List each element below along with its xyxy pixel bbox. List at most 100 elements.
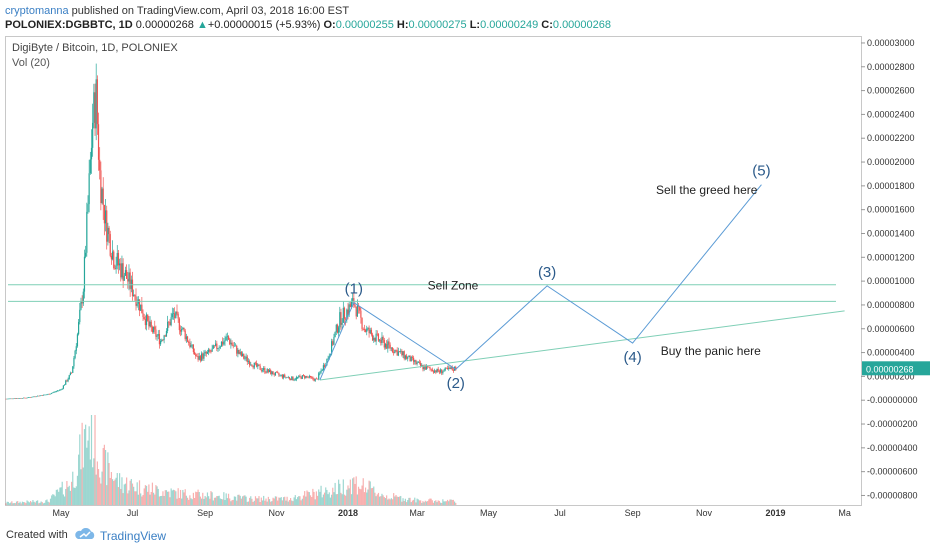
wave-label[interactable]: (4): [623, 349, 641, 366]
volume-bar: [62, 494, 64, 505]
trendline[interactable]: [319, 310, 845, 381]
candle-body: [437, 368, 439, 372]
wave-label[interactable]: (3): [538, 264, 556, 281]
volume-bar: [104, 449, 107, 505]
volume-bar: [211, 492, 213, 505]
price-axis[interactable]: 0.00003000 0.00002800 0.00002600 0.00002400…: [861, 38, 930, 501]
candle-body: [63, 384, 66, 386]
candle-body: [167, 321, 169, 331]
volume-bar: [46, 499, 48, 505]
price-chart[interactable]: (1) (2) (3) (4) (5) Sell Zone Sell the greed …: [0, 0, 932, 520]
candle-body: [443, 370, 445, 372]
volume-bar: [68, 485, 70, 505]
candle-body: [102, 188, 104, 205]
volume-bar: [298, 496, 300, 505]
volume-bar: [305, 496, 307, 505]
candle-body: [369, 329, 371, 334]
price-axis-label: -0.00000600: [867, 467, 918, 477]
tradingview-brand[interactable]: TradingView: [100, 529, 167, 543]
wave-label[interactable]: (2): [447, 375, 465, 392]
candle-body: [37, 395, 39, 397]
volume-bar: [354, 483, 356, 505]
volume-bar: [280, 497, 282, 505]
volume-bar: [315, 491, 317, 505]
volume-bar: [60, 487, 62, 505]
candle-body: [381, 336, 383, 343]
candle-body: [81, 301, 83, 304]
candle-body: [257, 364, 259, 367]
volume-bar: [442, 499, 444, 505]
support-trendline[interactable]: [319, 310, 845, 381]
price-change: +0.00000015 (+5.93%): [207, 19, 321, 31]
volume-bar: [81, 422, 83, 505]
volume-bar: [224, 500, 226, 505]
candle-body: [128, 272, 130, 282]
volume-bar: [25, 503, 27, 505]
candle-body: [416, 362, 418, 364]
candle-body: [446, 368, 449, 369]
volume-bar: [249, 497, 251, 505]
volume-bar: [240, 498, 243, 505]
volume-bar: [107, 452, 109, 505]
chart-frame[interactable]: [5, 36, 862, 506]
candle-body: [240, 351, 243, 357]
candle-body: [299, 375, 301, 377]
candle-body: [168, 321, 170, 323]
wave-path-line[interactable]: [319, 184, 762, 381]
volume-bar: [200, 498, 203, 505]
candle-body: [117, 252, 120, 266]
volume-bar: [196, 492, 198, 505]
candle-body: [227, 336, 230, 340]
author-link[interactable]: cryptomanna: [5, 5, 69, 17]
candle-body: [244, 358, 246, 360]
volume-bar: [322, 494, 325, 505]
candle-body: [383, 340, 385, 348]
text-annotations[interactable]: Sell Zone Sell the greed here Buy the pani…: [428, 183, 761, 358]
volume-bar: [181, 498, 183, 505]
annotation-text[interactable]: Sell the greed here: [656, 183, 758, 197]
volume-indicator-label[interactable]: Vol (20): [12, 57, 50, 69]
volume-bar: [7, 501, 9, 505]
wave-label[interactable]: (1): [345, 281, 363, 298]
open-value: 0.00000255: [335, 19, 394, 31]
volume-bar: [254, 496, 257, 505]
volume-bar: [155, 485, 157, 505]
candle-body: [203, 353, 205, 359]
volume-bar: [208, 496, 210, 505]
candle-body: [307, 376, 309, 378]
volume-bar: [199, 496, 202, 505]
time-axis[interactable]: May Jul Sep Nov 2018 Mar May Jul Sep Nov 2019 Ma: [53, 508, 851, 518]
volume-bar: [448, 501, 450, 505]
volume-bar: [297, 497, 299, 505]
volume-bar: [217, 496, 219, 505]
volume-bar: [103, 444, 105, 505]
price-axis-label: 0.00001800: [867, 181, 915, 191]
horizontal-levels[interactable]: [8, 284, 836, 302]
annotation-text[interactable]: Buy the panic here: [661, 344, 761, 358]
candle-body: [124, 270, 127, 276]
candle-body: [197, 356, 199, 360]
symbol-label[interactable]: POLONIEX:DGBBTC, 1D: [5, 19, 133, 31]
volume-bar: [411, 500, 414, 505]
volume-bar: [169, 497, 171, 505]
volume-bar: [415, 502, 417, 505]
volume-bar: [282, 497, 285, 505]
wave-label[interactable]: (5): [752, 163, 770, 180]
volume-bar: [349, 479, 351, 505]
candle-body: [177, 313, 179, 319]
volume-bar: [10, 502, 12, 505]
volume-bar: [455, 502, 457, 505]
volume-bar: [157, 488, 159, 505]
candle-body: [267, 369, 269, 373]
candle-body: [89, 159, 91, 174]
candle-body: [106, 210, 108, 242]
volume-bar: [186, 497, 189, 505]
candle-body: [10, 398, 12, 400]
price-axis-label: -0.00000800: [867, 490, 918, 500]
volume-bar: [44, 502, 46, 505]
volume-bar: [189, 495, 191, 505]
candle-body: [205, 351, 207, 354]
annotation-text[interactable]: Sell Zone: [428, 278, 479, 292]
volume-bar: [277, 500, 279, 505]
wave-projection[interactable]: (1) (2) (3) (4) (5): [319, 163, 771, 393]
